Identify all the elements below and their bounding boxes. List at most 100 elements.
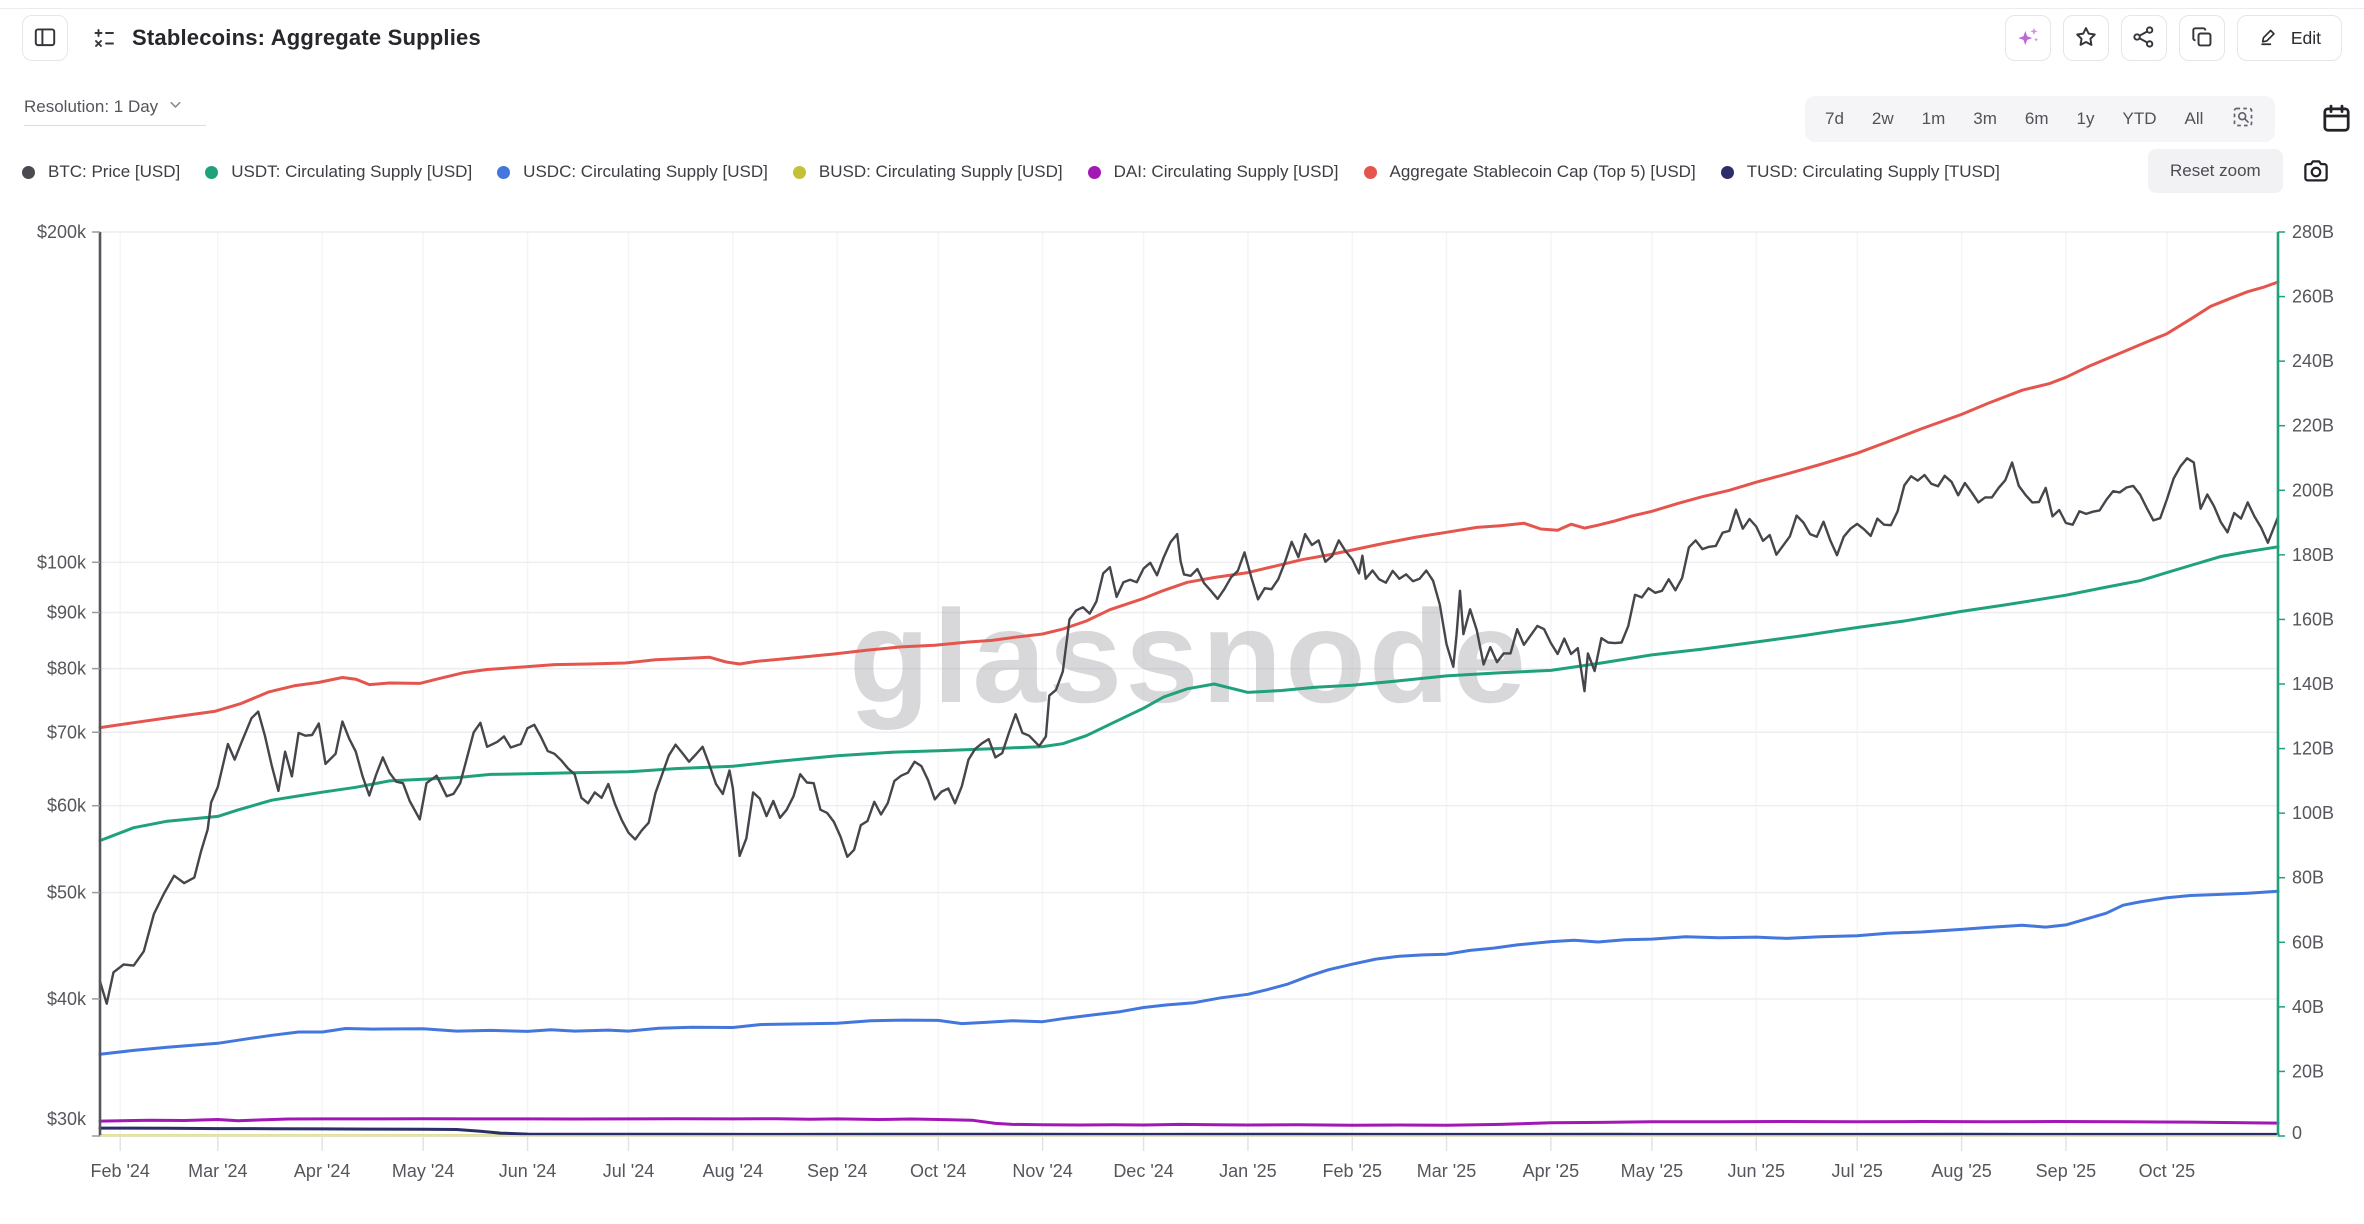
glassnode-watermark: glassnode bbox=[849, 583, 1529, 730]
ai-assistant-button[interactable] bbox=[2004, 15, 2051, 61]
legend-dot-icon bbox=[1363, 165, 1377, 179]
sidebar-panel-icon bbox=[32, 24, 58, 53]
x-axis-label: Jan '25 bbox=[1219, 1161, 1276, 1181]
y-axis-right-label: 40B bbox=[2292, 997, 2324, 1017]
legend-dot-icon bbox=[792, 165, 806, 179]
y-axis-right-label: 200B bbox=[2292, 480, 2334, 500]
x-axis-label: Aug '24 bbox=[703, 1161, 764, 1181]
sparkles-icon bbox=[2015, 24, 2041, 53]
resolution-dropdown[interactable]: Resolution: 1 Day bbox=[24, 96, 207, 126]
page-title: Stablecoins: Aggregate Supplies bbox=[132, 25, 481, 50]
legend-label: BTC: Price [USD] bbox=[48, 162, 181, 181]
share-icon bbox=[2131, 24, 2157, 53]
legend-label: BUSD: Circulating Supply [USD] bbox=[818, 162, 1063, 181]
range-option-2w[interactable]: 2w bbox=[1871, 109, 1894, 128]
y-axis-right-label: 20B bbox=[2292, 1061, 2324, 1081]
legend-item[interactable]: BUSD: Circulating Supply [USD] bbox=[792, 162, 1063, 182]
series-line bbox=[98, 889, 2280, 1056]
x-axis-label: Jul '25 bbox=[1831, 1161, 1882, 1181]
x-axis-label: Mar '24 bbox=[188, 1161, 247, 1181]
x-axis-label: Jul '24 bbox=[603, 1161, 654, 1181]
legend-label: TUSD: Circulating Supply [TUSD] bbox=[1746, 162, 2000, 181]
range-option-ytd[interactable]: YTD bbox=[2122, 109, 2157, 128]
series-line bbox=[98, 1117, 2280, 1127]
y-axis-left-label: $60k bbox=[47, 796, 87, 816]
range-option-6m[interactable]: 6m bbox=[2024, 109, 2049, 128]
chevron-down-icon bbox=[167, 96, 184, 118]
legend-item[interactable]: TUSD: Circulating Supply [TUSD] bbox=[1720, 162, 2000, 182]
x-axis-label: Mar '25 bbox=[1417, 1161, 1476, 1181]
x-axis-label: Feb '24 bbox=[90, 1161, 149, 1181]
star-icon bbox=[2073, 24, 2099, 53]
legend-label: Aggregate Stablecoin Cap (Top 5) [USD] bbox=[1389, 162, 1696, 181]
y-axis-right-label: 60B bbox=[2292, 932, 2324, 952]
x-axis-label: Nov '24 bbox=[1012, 1161, 1072, 1181]
edit-button-label: Edit bbox=[2290, 27, 2321, 48]
zoom-select-button[interactable] bbox=[2217, 96, 2269, 142]
legend-item[interactable]: BTC: Price [USD] bbox=[22, 162, 180, 182]
screenshot-button[interactable] bbox=[2300, 156, 2332, 189]
x-axis-label: Apr '25 bbox=[1523, 1161, 1579, 1181]
axes: $200k $100k $90k $80k $70k $60k $50k $40k $30k 28… bbox=[37, 222, 2334, 1181]
legend-dot-icon bbox=[1087, 165, 1101, 179]
y-axis-left-label: $100k bbox=[37, 552, 87, 572]
y-axis-right-label: 240B bbox=[2292, 351, 2334, 371]
x-axis-label: Sep '25 bbox=[2036, 1161, 2097, 1181]
x-axis-label: Oct '25 bbox=[2139, 1161, 2195, 1181]
date-picker-button[interactable] bbox=[2320, 102, 2353, 138]
legend-label: USDC: Circulating Supply [USD] bbox=[523, 162, 768, 181]
x-axis-label: Oct '24 bbox=[910, 1161, 966, 1181]
y-axis-left-label: $90k bbox=[47, 602, 87, 622]
legend-item[interactable]: USDT: Circulating Supply [USD] bbox=[205, 162, 472, 182]
range-option-7d[interactable]: 7d bbox=[1825, 109, 1844, 128]
legend-label: USDT: Circulating Supply [USD] bbox=[231, 162, 473, 181]
legend-dot-icon bbox=[1720, 165, 1734, 179]
metric-formula-icon[interactable] bbox=[92, 26, 116, 50]
header-toolbar: Stablecoins: Aggregate Supplies bbox=[0, 9, 2364, 67]
legend: BTC: Price [USD] USDT: Circulating Supply… bbox=[22, 150, 2000, 194]
zoom-area-icon bbox=[2231, 105, 2255, 134]
range-option-1y[interactable]: 1y bbox=[2076, 109, 2095, 128]
series-line bbox=[98, 457, 2280, 1005]
reset-zoom-button[interactable]: Reset zoom bbox=[2148, 149, 2283, 193]
calendar-icon bbox=[2320, 104, 2353, 138]
x-axis-label: Apr '24 bbox=[294, 1161, 350, 1181]
camera-icon bbox=[2300, 160, 2332, 189]
resolution-label: Resolution: 1 Day bbox=[24, 97, 159, 116]
range-option-3m[interactable]: 3m bbox=[1973, 109, 1997, 128]
y-axis-right-label: 160B bbox=[2292, 609, 2334, 629]
share-button[interactable] bbox=[2120, 15, 2167, 61]
x-axis-label: Sep '24 bbox=[807, 1161, 868, 1181]
sidebar-toggle-button[interactable] bbox=[22, 15, 68, 61]
legend-item[interactable]: DAI: Circulating Supply [USD] bbox=[1087, 162, 1339, 182]
copy-icon bbox=[2189, 24, 2215, 53]
y-axis-right-label: 100B bbox=[2292, 803, 2334, 823]
time-range-selector: 7d 2w 1m 3m 6m 1y YTD All bbox=[1805, 96, 2276, 142]
pencil-icon bbox=[2258, 25, 2280, 52]
reset-zoom-label: Reset zoom bbox=[2170, 161, 2261, 180]
range-option-1m[interactable]: 1m bbox=[1921, 109, 1946, 128]
edit-button[interactable]: Edit bbox=[2236, 15, 2342, 61]
x-axis-label: May '24 bbox=[392, 1161, 454, 1181]
y-axis-right-label: 180B bbox=[2292, 545, 2334, 565]
y-axis-right-label: 140B bbox=[2292, 674, 2334, 694]
legend-item[interactable]: USDC: Circulating Supply [USD] bbox=[497, 162, 768, 182]
top-divider bbox=[0, 8, 2364, 9]
legend-dot-icon bbox=[22, 165, 35, 179]
y-axis-left-label: $70k bbox=[47, 722, 87, 742]
legend-label: DAI: Circulating Supply [USD] bbox=[1113, 162, 1339, 181]
range-option-all[interactable]: All bbox=[2184, 109, 2204, 128]
favorite-button[interactable] bbox=[2062, 15, 2109, 61]
x-axis-label: Aug '25 bbox=[1931, 1161, 1992, 1181]
x-axis-label: Jun '24 bbox=[499, 1161, 556, 1181]
y-axis-left-label: $40k bbox=[47, 989, 87, 1009]
series-line bbox=[98, 1126, 2280, 1136]
y-axis-right-label: 0 bbox=[2292, 1123, 2302, 1143]
x-axis-label: Dec '24 bbox=[1113, 1161, 1173, 1181]
legend-item[interactable]: Aggregate Stablecoin Cap (Top 5) [USD] bbox=[1363, 162, 1696, 182]
legend-dot-icon bbox=[497, 165, 511, 179]
y-axis-right-label: 280B bbox=[2292, 222, 2334, 242]
duplicate-button[interactable] bbox=[2178, 15, 2225, 61]
